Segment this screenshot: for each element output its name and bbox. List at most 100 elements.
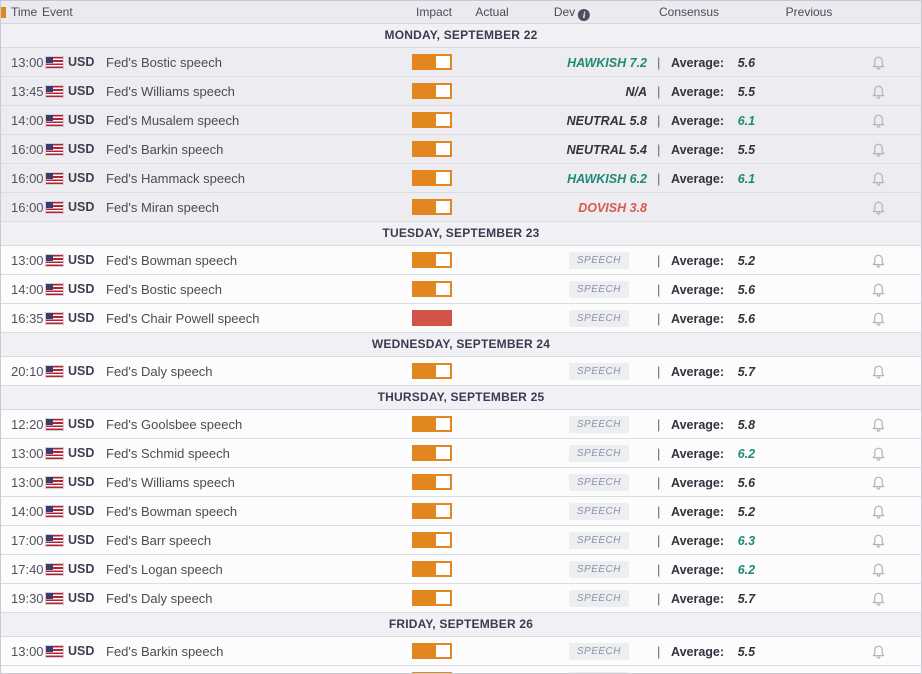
- pipe-separator: |: [657, 310, 661, 326]
- pipe-separator: |: [657, 643, 661, 659]
- pipe-separator: |: [657, 532, 661, 548]
- impact-bar-fill: [414, 447, 437, 459]
- bell-icon[interactable]: [871, 282, 886, 297]
- calendar-body: MONDAY, SEPTEMBER 22 13:00 USD Fed's Bos…: [1, 24, 921, 674]
- average-label: Average:: [671, 84, 725, 99]
- impact-bar: [412, 363, 452, 379]
- impact-bar-fill: [414, 56, 437, 68]
- event-row[interactable]: 20:10 USD Fed's Daly speech SPEECH | Ave…: [1, 357, 921, 386]
- average-cell: | Average: 6.3: [651, 533, 757, 548]
- day-separator: WEDNESDAY, SEPTEMBER 24: [1, 333, 921, 357]
- us-flag-icon: [45, 113, 64, 127]
- average-label: Average:: [671, 591, 725, 606]
- event-name[interactable]: Fed's Barr speech: [106, 532, 212, 548]
- bell-icon[interactable]: [871, 171, 886, 186]
- event-name[interactable]: Fed's Chair Powell speech: [106, 310, 260, 326]
- event-row[interactable]: 13:00 USD Fed's Bostic speech HAWKISH 7.…: [1, 48, 921, 77]
- event-row[interactable]: 12:20 USD Fed's Goolsbee speech SPEECH |…: [1, 410, 921, 439]
- bell-icon[interactable]: [871, 644, 886, 659]
- us-flag-icon: [45, 562, 64, 576]
- bell-icon[interactable]: [871, 55, 886, 70]
- event-name[interactable]: Fed's Daly speech: [106, 590, 213, 606]
- event-name[interactable]: Fed's Bostic speech: [106, 281, 222, 297]
- bell-icon[interactable]: [871, 504, 886, 519]
- currency-label: USD: [68, 171, 95, 185]
- currency-cell: USD: [45, 113, 104, 127]
- event-row[interactable]: 16:00 USD Fed's Hammack speech HAWKISH 6…: [1, 164, 921, 193]
- bell-cell: [857, 591, 921, 606]
- impact-bar: [412, 54, 452, 70]
- impact-bar: [412, 590, 452, 606]
- bell-icon[interactable]: [871, 84, 886, 99]
- impact-bar-fill: [414, 201, 437, 213]
- event-row[interactable]: 16:00 USD Fed's Miran speech DOVISH 3.8: [1, 193, 921, 222]
- event-name[interactable]: Fed's Williams speech: [106, 83, 235, 99]
- event-row[interactable]: 13:00 USD Fed's Schmid speech SPEECH | A…: [1, 439, 921, 468]
- impact-bar-fill: [414, 254, 437, 266]
- bell-icon[interactable]: [871, 200, 886, 215]
- info-icon[interactable]: i: [578, 9, 591, 21]
- event-name[interactable]: Fed's Williams speech: [106, 474, 235, 490]
- bell-cell: [857, 504, 921, 519]
- pipe-separator: |: [657, 561, 661, 577]
- event-name[interactable]: Fed's Barkin speech: [106, 643, 224, 659]
- average-value: 6.1: [737, 113, 756, 128]
- bell-icon[interactable]: [871, 446, 886, 461]
- bell-icon[interactable]: [871, 142, 886, 157]
- event-row[interactable]: 14:00 USD Fed's Bostic speech SPEECH | A…: [1, 275, 921, 304]
- event-name[interactable]: Fed's Bowman speech: [106, 503, 238, 519]
- event-row[interactable]: 13:00 USD Fed's Bowman speech SPEECH | A…: [1, 246, 921, 275]
- dev-cell: SPEECH: [457, 502, 651, 520]
- impact-bar-fill: [414, 476, 437, 488]
- dev-cell: SPEECH: [457, 642, 651, 660]
- average-value: 6.3: [737, 533, 756, 548]
- event-name[interactable]: Fed's Bowman speech: [106, 252, 238, 268]
- event-name[interactable]: Fed's Hammack speech: [106, 170, 246, 186]
- bell-icon[interactable]: [871, 533, 886, 548]
- bell-icon[interactable]: [871, 364, 886, 379]
- bell-cell: [857, 142, 921, 157]
- bell-icon[interactable]: [871, 113, 886, 128]
- bell-icon[interactable]: [871, 475, 886, 490]
- event-name[interactable]: Fed's Logan speech: [106, 561, 223, 577]
- bell-icon[interactable]: [871, 562, 886, 577]
- pipe-separator: |: [657, 83, 661, 99]
- event-name[interactable]: Fed's Bowman speech: [104, 673, 404, 674]
- event-row[interactable]: 19:30 USD Fed's Daly speech SPEECH | Ave…: [1, 584, 921, 613]
- average-value: 6.1: [737, 171, 756, 186]
- event-row[interactable]: 17:40 USD Fed's Logan speech SPEECH | Av…: [1, 555, 921, 584]
- dev-value: SPEECH: [568, 532, 629, 549]
- event-row[interactable]: 13:00 USD Fed's Barkin speech SPEECH | A…: [1, 637, 921, 666]
- event-name[interactable]: Fed's Daly speech: [106, 363, 213, 379]
- event-name[interactable]: Fed's Bostic speech: [106, 54, 222, 70]
- average-label: Average:: [671, 364, 725, 379]
- event-row[interactable]: 17:00 USD Fed's Bowman speech SPEECH | A…: [1, 666, 921, 674]
- event-name[interactable]: Fed's Miran speech: [106, 199, 220, 215]
- event-row[interactable]: 16:00 USD Fed's Barkin speech NEUTRAL 5.…: [1, 135, 921, 164]
- impact-bar-fill: [414, 365, 437, 377]
- average-value: 6.2: [737, 562, 756, 577]
- bell-cell: [857, 55, 921, 70]
- bell-cell: [857, 417, 921, 432]
- bell-icon[interactable]: [871, 417, 886, 432]
- event-row[interactable]: 13:45 USD Fed's Williams speech N/A | Av…: [1, 77, 921, 106]
- event-row[interactable]: 14:00 USD Fed's Bowman speech SPEECH | A…: [1, 497, 921, 526]
- event-time: 19:30: [11, 590, 44, 606]
- bell-icon[interactable]: [871, 253, 886, 268]
- dev-cell: SPEECH: [457, 309, 651, 327]
- dev-cell: SPEECH: [457, 251, 651, 269]
- event-time: 13:00: [11, 252, 44, 268]
- impact-bar-fill: [414, 143, 437, 155]
- event-row[interactable]: 16:35 USD Fed's Chair Powell speech SPEE…: [1, 304, 921, 333]
- event-name[interactable]: Fed's Musalem speech: [106, 112, 240, 128]
- bell-icon[interactable]: [871, 311, 886, 326]
- event-name[interactable]: Fed's Schmid speech: [106, 445, 230, 461]
- event-name[interactable]: Fed's Barkin speech: [106, 141, 224, 157]
- event-row[interactable]: 17:00 USD Fed's Barr speech SPEECH | Ave…: [1, 526, 921, 555]
- bell-cell: [857, 84, 921, 99]
- event-name[interactable]: Fed's Goolsbee speech: [106, 416, 243, 432]
- event-row[interactable]: 13:00 USD Fed's Williams speech SPEECH |…: [1, 468, 921, 497]
- bell-icon[interactable]: [871, 591, 886, 606]
- event-time: 20:10: [11, 363, 44, 379]
- event-row[interactable]: 14:00 USD Fed's Musalem speech NEUTRAL 5…: [1, 106, 921, 135]
